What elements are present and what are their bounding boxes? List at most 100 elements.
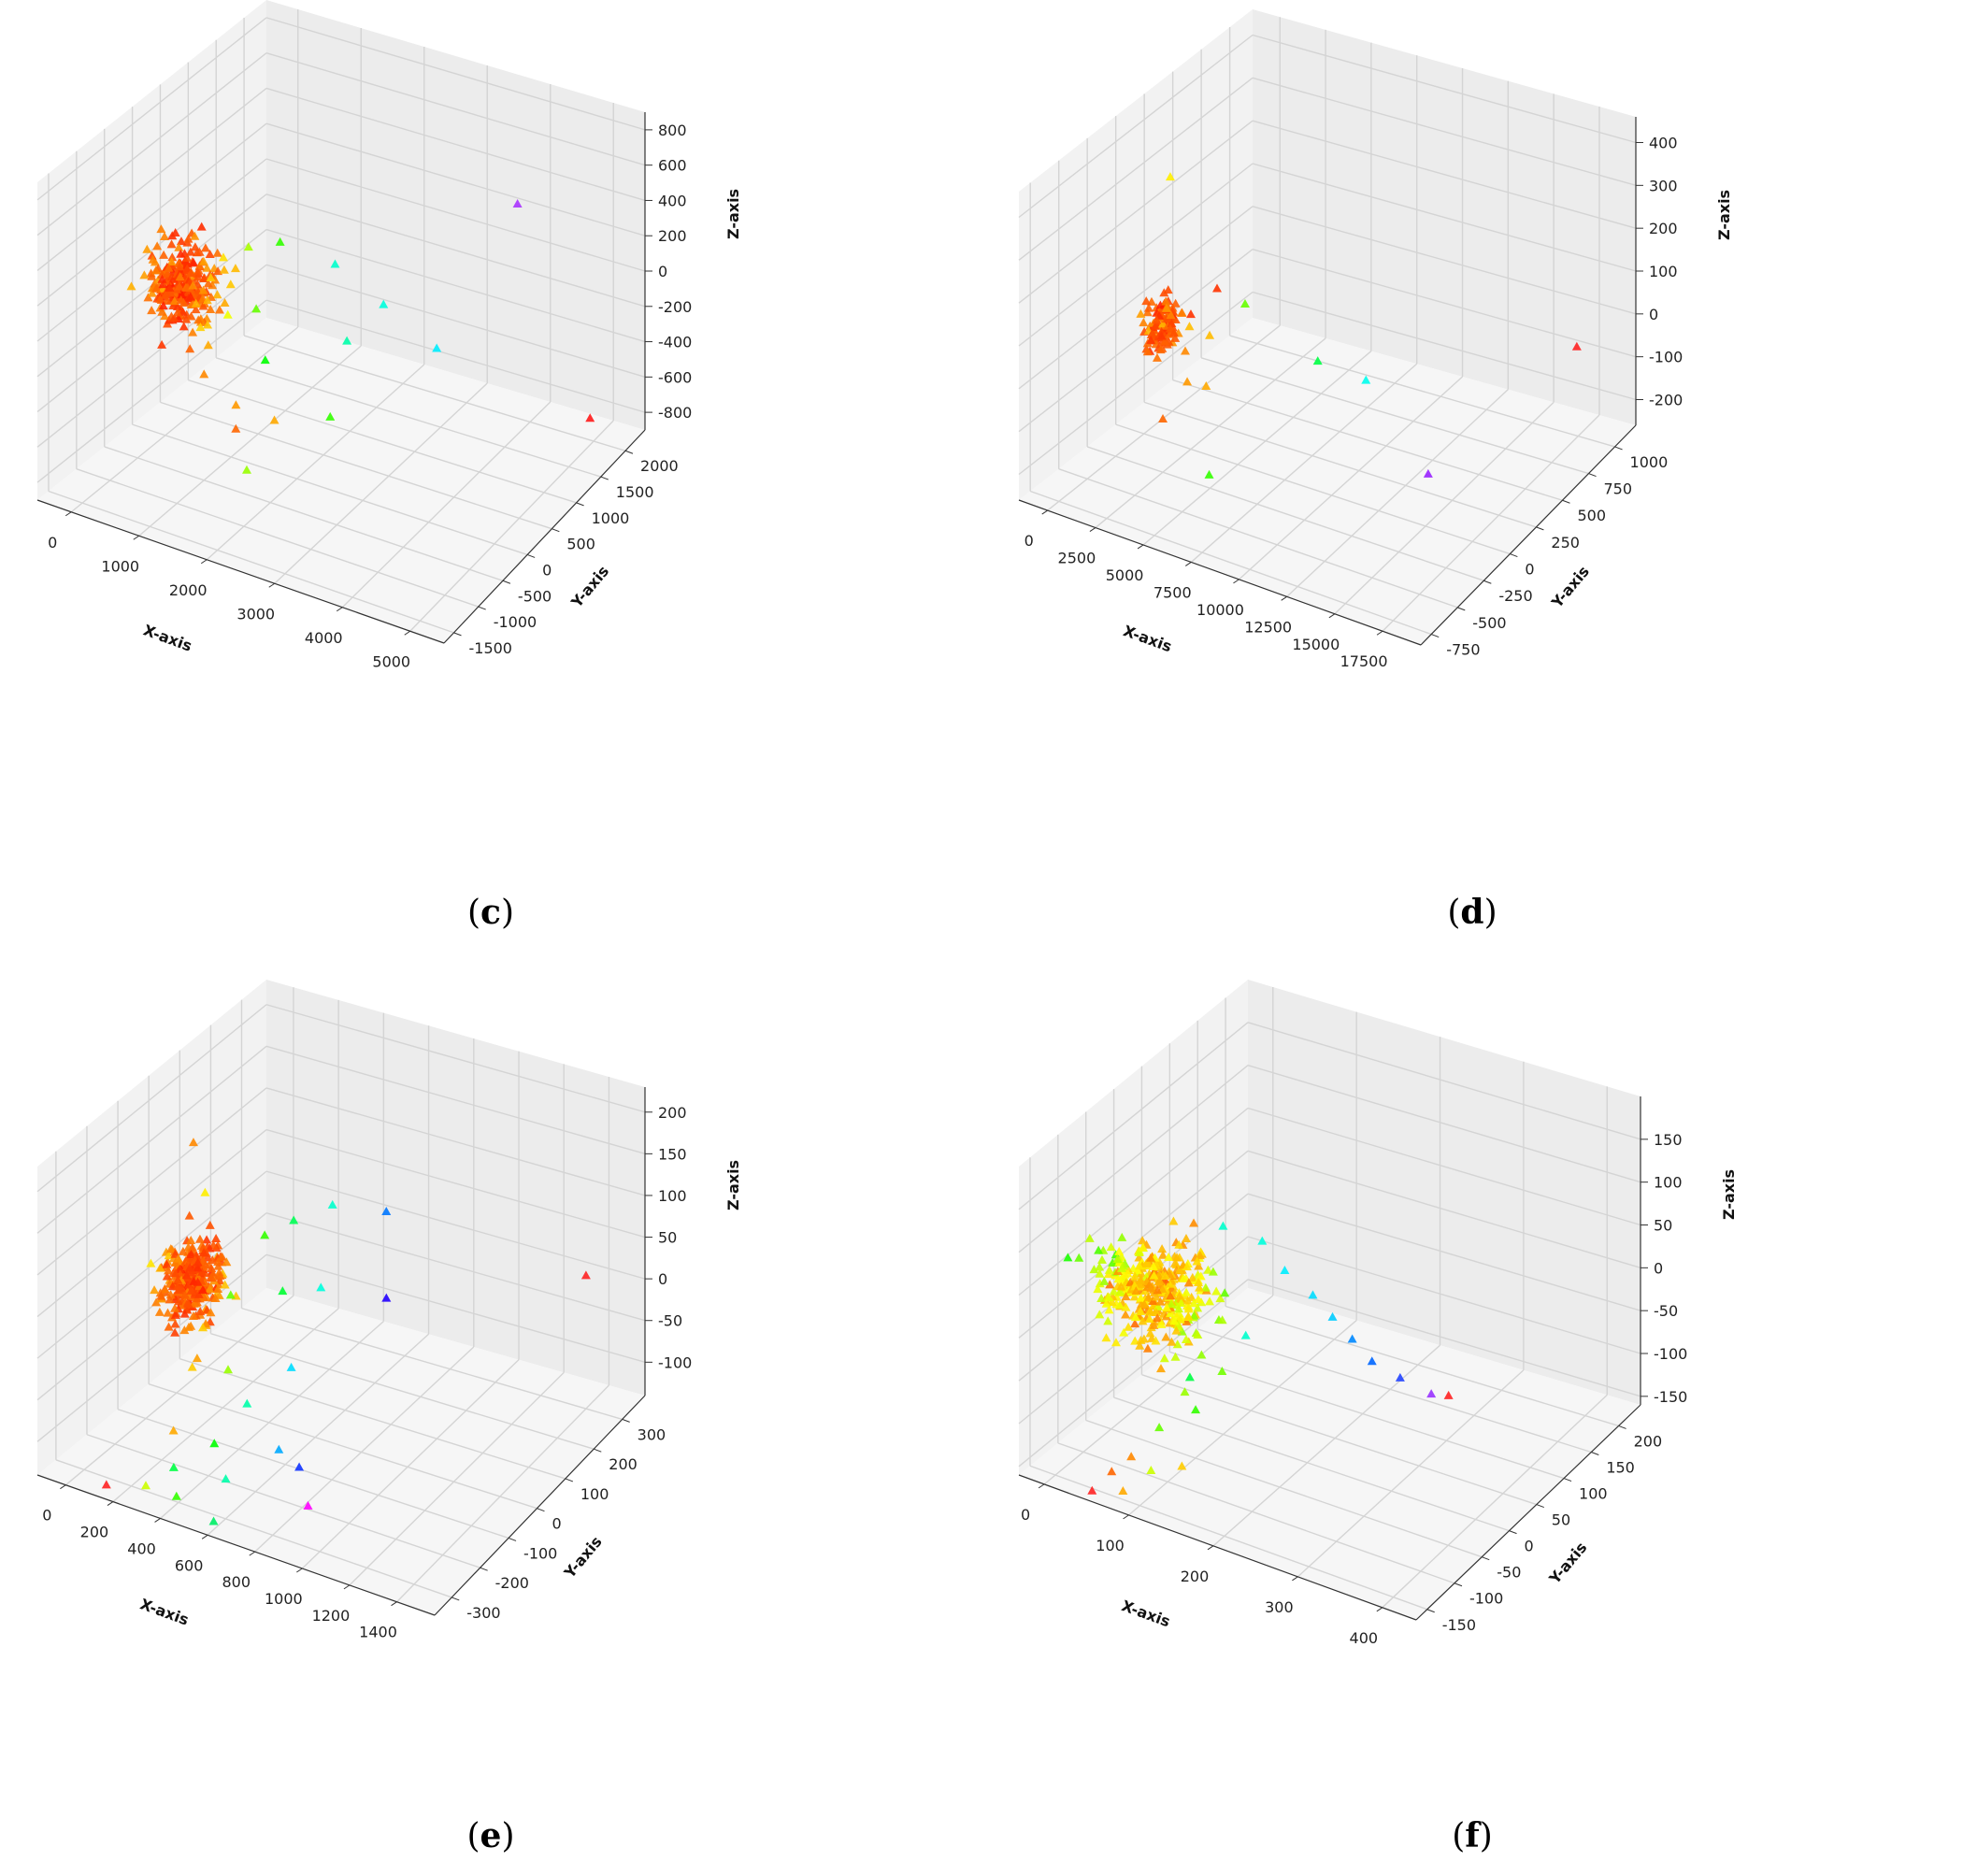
scatter-point bbox=[1101, 1333, 1111, 1342]
scatter-point bbox=[193, 1277, 203, 1286]
z-tick-label: -200 bbox=[658, 298, 692, 316]
scatter-point bbox=[1151, 1308, 1161, 1317]
scatter-point bbox=[172, 1282, 182, 1291]
scatter-point bbox=[1191, 1405, 1201, 1414]
x-tick-label: 0 bbox=[1021, 1506, 1030, 1524]
scatter-point bbox=[1203, 1265, 1213, 1274]
scatter-point bbox=[207, 1263, 217, 1272]
scatter-point bbox=[151, 1297, 162, 1307]
scatter-point bbox=[191, 305, 201, 314]
scatter-point bbox=[1211, 1286, 1222, 1296]
x-tick-label: 7500 bbox=[1153, 583, 1192, 601]
scatter-point bbox=[1151, 1292, 1161, 1301]
scatter-point bbox=[179, 1309, 190, 1318]
scatter-point bbox=[289, 1215, 299, 1224]
x-tick-label: 400 bbox=[1350, 1629, 1379, 1647]
scatter-point bbox=[198, 1242, 208, 1252]
scatter-point bbox=[193, 1263, 203, 1272]
scatter-point bbox=[1089, 1265, 1099, 1274]
scatter-point bbox=[330, 259, 340, 268]
x-axis-label: X-axis bbox=[137, 1595, 191, 1628]
y-tick-label: -100 bbox=[1469, 1590, 1503, 1608]
scatter-point bbox=[187, 1244, 197, 1253]
scatter-point bbox=[1193, 1303, 1203, 1312]
scatter-point bbox=[1106, 1242, 1116, 1252]
z-axis-label: Z-axis bbox=[1720, 1169, 1738, 1220]
y-tick-label: -250 bbox=[1498, 587, 1532, 605]
x-tick-label: 200 bbox=[1181, 1568, 1210, 1585]
scatter-point bbox=[1162, 1302, 1172, 1311]
scatter-point bbox=[188, 1138, 198, 1147]
y-tick-label: -200 bbox=[495, 1574, 529, 1592]
scatter-point bbox=[208, 1516, 219, 1525]
scatter-point bbox=[1159, 1353, 1169, 1363]
scatter-point bbox=[168, 1462, 179, 1471]
scatter-point bbox=[166, 257, 177, 266]
x-tick-label: 600 bbox=[175, 1556, 204, 1574]
scatter-point bbox=[151, 283, 162, 293]
scatter-point bbox=[154, 1307, 165, 1316]
scatter-point bbox=[1194, 1261, 1204, 1270]
scatter-point bbox=[1130, 1282, 1140, 1291]
scatter-point bbox=[170, 1310, 180, 1319]
scatter-point bbox=[1184, 1372, 1195, 1382]
x-tick-label: 200 bbox=[80, 1524, 109, 1541]
scatter-point bbox=[274, 1444, 284, 1454]
scatter-point bbox=[170, 1268, 180, 1278]
x-tick-label: 1000 bbox=[101, 557, 139, 575]
scatter-point bbox=[188, 280, 198, 290]
y-axis-label: Y-axis bbox=[567, 563, 613, 612]
z-tick-label: -50 bbox=[1654, 1302, 1678, 1320]
scatter-point bbox=[202, 295, 212, 305]
scatter-point bbox=[1139, 318, 1149, 327]
x-tick-label: 3000 bbox=[236, 605, 275, 623]
scatter-point bbox=[1138, 1242, 1148, 1252]
scatter-point bbox=[160, 290, 170, 299]
scatter-point bbox=[585, 413, 595, 422]
scatter-point bbox=[1095, 1268, 1105, 1278]
y-axis-label: Y-axis bbox=[1547, 563, 1593, 612]
x-tick-label: 5000 bbox=[1106, 566, 1144, 584]
scatter-point bbox=[1212, 283, 1223, 293]
scatter-point bbox=[219, 265, 229, 274]
scatter-point bbox=[184, 1210, 194, 1220]
panel-d: 0 2500 5000 7500 10000 12500 15000 17500 -750 -50… bbox=[982, 0, 1963, 938]
scatter-point bbox=[1181, 1334, 1191, 1343]
scatter-point bbox=[1165, 1309, 1175, 1318]
y-tick-label: 2000 bbox=[640, 457, 679, 475]
scatter-point bbox=[1193, 1278, 1203, 1287]
scatter-point bbox=[193, 285, 203, 294]
y-tick-label: 150 bbox=[1606, 1458, 1635, 1476]
scatter-point bbox=[220, 1280, 230, 1289]
panel-f: 0 100 200 300 400 -150 -100 -50 0 50 100 150 200 -150… bbox=[982, 938, 1963, 1875]
scatter-point bbox=[1143, 303, 1153, 312]
scatter-point bbox=[381, 1293, 392, 1302]
scatter-point bbox=[155, 1263, 165, 1272]
y-axis-label: Y-axis bbox=[1545, 1539, 1591, 1588]
y-tick-label: 0 bbox=[1525, 1538, 1534, 1555]
scatter-point bbox=[1161, 1332, 1171, 1341]
scatter-point bbox=[1327, 1311, 1338, 1321]
z-tick-label: 400 bbox=[1649, 135, 1678, 152]
scatter-point bbox=[1143, 1292, 1153, 1301]
scatter-point bbox=[1161, 303, 1171, 312]
scatter-point bbox=[1182, 1262, 1192, 1271]
scatter-point bbox=[1189, 1310, 1199, 1320]
z-tick-label: 400 bbox=[658, 192, 687, 209]
x-tick-label: 100 bbox=[1096, 1537, 1125, 1554]
scatter-point bbox=[187, 1362, 197, 1371]
scatter-point bbox=[147, 251, 157, 260]
scatter-point bbox=[1167, 1283, 1177, 1293]
panel-c: 0 1000 2000 3000 4000 5000 -1500 -1000 -500 0 500 1… bbox=[0, 0, 982, 938]
scatter-point bbox=[221, 1474, 231, 1483]
x-tick-label: 0 bbox=[1024, 532, 1034, 550]
scatter-point bbox=[147, 271, 157, 280]
z-tick-label: 0 bbox=[658, 263, 667, 280]
scatter-point bbox=[203, 320, 213, 329]
scatter-point bbox=[152, 241, 163, 251]
scatter-point bbox=[381, 1206, 392, 1215]
scatter-point bbox=[1107, 1297, 1117, 1307]
scatter-point bbox=[173, 1253, 183, 1263]
scatter-point bbox=[163, 1308, 173, 1317]
y-tick-label: -500 bbox=[1472, 614, 1506, 632]
